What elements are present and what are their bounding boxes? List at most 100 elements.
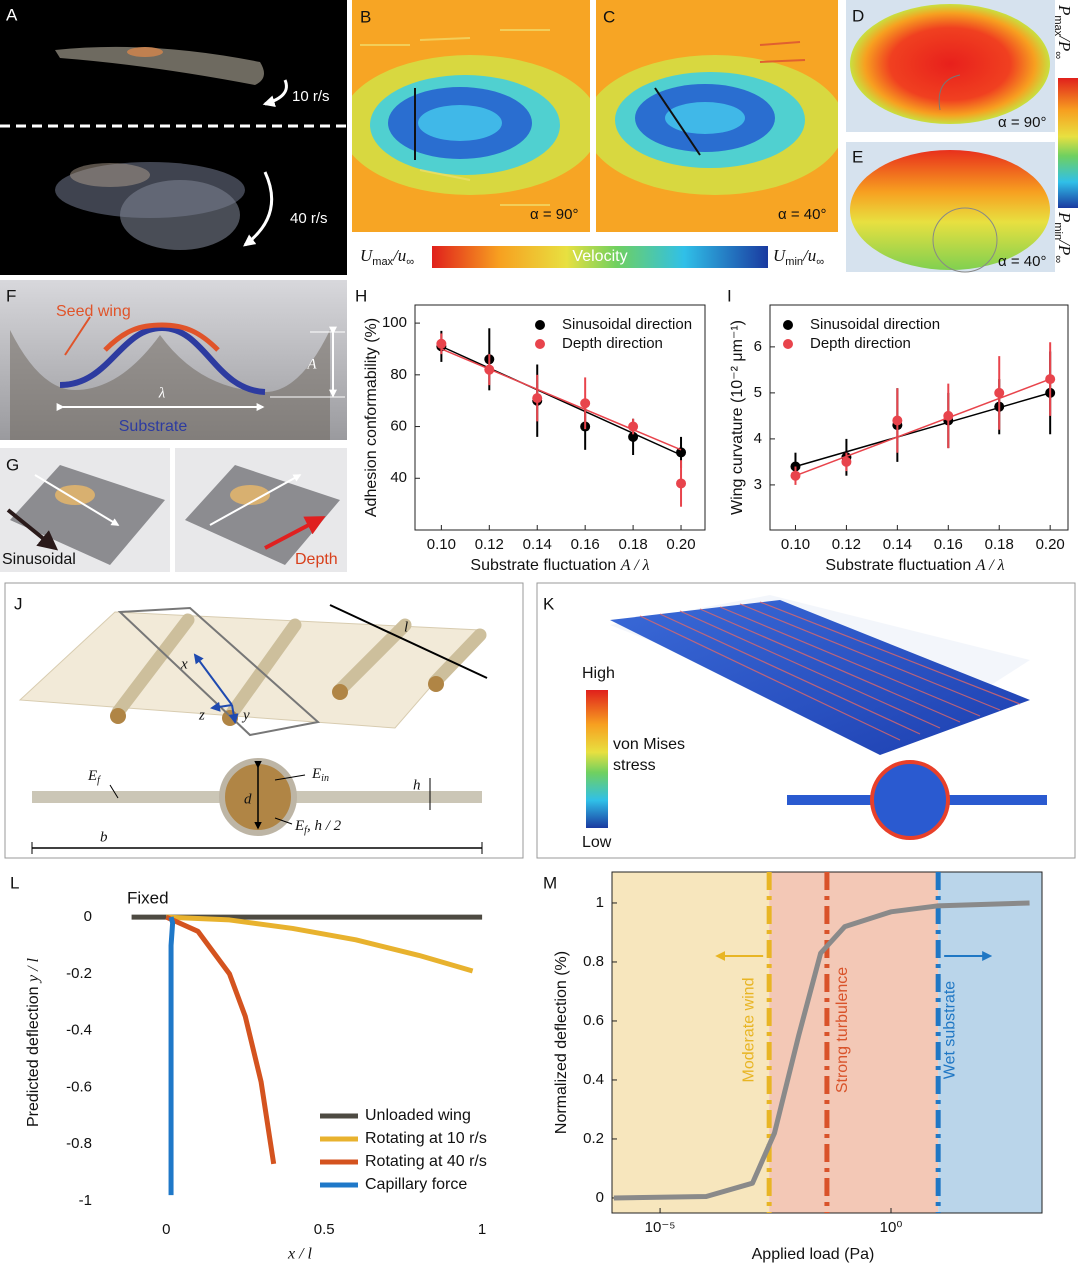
y-tick-label: 100	[382, 314, 407, 331]
y-tick-label: 0.4	[583, 1071, 604, 1088]
x-tick-label: 0.18	[618, 536, 647, 553]
point	[790, 470, 801, 481]
zone-label: Strong turbulence	[834, 967, 851, 1093]
panel-label: E	[852, 147, 863, 166]
legend-label: Capillary force	[365, 1176, 467, 1193]
axis-name: y	[241, 707, 250, 723]
zone	[612, 872, 770, 1213]
panel-d	[846, 0, 1078, 273]
annotation: b	[100, 829, 108, 845]
panel-label: G	[6, 455, 19, 474]
x-tick-label: 0	[162, 1221, 170, 1238]
y-tick-label: 4	[754, 430, 762, 447]
annotation: Fixed	[127, 888, 169, 907]
y-tick-label: 0.6	[583, 1012, 604, 1029]
label-part: y / l	[25, 957, 42, 984]
annotation: l	[404, 619, 408, 635]
speed-label: 40 r/s	[290, 210, 328, 227]
panel-label: I	[727, 286, 732, 305]
panel-label: C	[603, 7, 615, 26]
line	[168, 916, 176, 1196]
y-tick-label: 0.2	[583, 1130, 604, 1147]
y-tick-label: 3	[754, 476, 762, 493]
chart-m: M 0 0.2 0.4 0.6 0.8 1 10⁻⁵ 10⁰ Normalized deflect…	[543, 871, 1043, 1263]
fit-line	[795, 378, 1051, 477]
panel-label: A	[6, 5, 18, 24]
speed-label: 10 r/s	[292, 88, 330, 105]
panel-g	[0, 448, 347, 572]
plot-frame	[769, 304, 1069, 531]
x-tick-label: 0.20	[666, 536, 695, 553]
y-tick-label: 80	[390, 366, 407, 383]
x-axis-label: Applied load (Pa)	[752, 1246, 875, 1263]
panel-label: L	[10, 873, 19, 892]
annotation: High	[582, 665, 615, 682]
legend-label: Sinusoidal direction	[562, 316, 692, 333]
panel-label: F	[6, 286, 16, 305]
colorbar-max: Umax/u∞	[360, 246, 414, 268]
legend-marker	[783, 339, 793, 349]
legend-marker	[535, 320, 545, 330]
line	[613, 900, 1030, 1201]
point	[676, 478, 687, 489]
point	[532, 393, 543, 404]
plot-frame	[414, 304, 706, 531]
panel-label: M	[543, 873, 557, 892]
panel-label: B	[360, 7, 371, 26]
point	[484, 364, 495, 375]
x-tick-label: 0.14	[883, 536, 912, 553]
zone-label: Moderate wind	[740, 978, 757, 1083]
colorbar-title: Velocity	[572, 248, 627, 265]
point	[1045, 374, 1056, 385]
x-tick-label: 0.16	[571, 536, 600, 553]
x-tick-label: 1	[478, 1221, 486, 1238]
point	[628, 421, 639, 432]
y-tick-label: -0.8	[66, 1135, 92, 1152]
annotation: Ef, h / 2	[294, 818, 342, 836]
angle-label: α = 90°	[530, 206, 578, 223]
annotation: Low	[582, 834, 612, 851]
legend-label: Unloaded wing	[365, 1107, 471, 1124]
y-tick-label: 60	[390, 418, 407, 435]
colorbar-max: Pmax/P∞	[1052, 4, 1074, 59]
x-tick-label: 0.18	[985, 536, 1014, 553]
zone-label: Wet substrate	[941, 981, 958, 1080]
legend-label: Depth direction	[562, 335, 663, 352]
label-part: A / λ	[620, 557, 650, 574]
point	[841, 456, 852, 467]
x-tick-label: 0.20	[1036, 536, 1065, 553]
y-tick-label: 0.8	[583, 953, 604, 970]
fit-line	[441, 345, 682, 456]
axis-name: x	[180, 656, 188, 672]
point	[994, 387, 1005, 398]
y-tick-label: -0.2	[66, 965, 92, 982]
y-tick-label: -0.6	[66, 1078, 92, 1095]
x-axis-label: x / l	[287, 1246, 313, 1263]
legend-label: Depth direction	[810, 335, 911, 352]
x-tick-label: 10⁻⁵	[645, 1219, 676, 1236]
x-tick-label: 0.10	[427, 536, 456, 553]
legend-label: Rotating at 40 r/s	[365, 1153, 487, 1170]
annotation: Ef	[87, 768, 101, 786]
y-tick-label: 5	[754, 384, 762, 401]
annotation: stress	[613, 757, 656, 774]
x-tick-label: 0.10	[781, 536, 810, 553]
panel-b	[352, 0, 590, 232]
panel-f	[0, 280, 347, 440]
chart-l: L 0 -0.2 -0.4 -0.6 -0.8 -1 0 0.5 1 Predicted defle…	[10, 873, 487, 1262]
point	[580, 398, 591, 409]
y-axis-label: Normalized deflection (%)	[553, 951, 570, 1134]
colorbar-min: Pmin/P∞	[1052, 211, 1074, 263]
fit-line	[441, 348, 682, 451]
x-tick-label: 0.12	[832, 536, 861, 553]
angle-label: α = 40°	[778, 206, 826, 223]
x-tick-label: 0.12	[475, 536, 504, 553]
point	[628, 431, 639, 442]
legend-marker	[535, 339, 545, 349]
legend-label: Rotating at 10 r/s	[365, 1130, 487, 1147]
x-tick-label: 10⁰	[880, 1219, 903, 1236]
line	[166, 914, 474, 974]
label-part: A / λ	[975, 557, 1005, 574]
annotation: von Mises	[613, 736, 685, 753]
